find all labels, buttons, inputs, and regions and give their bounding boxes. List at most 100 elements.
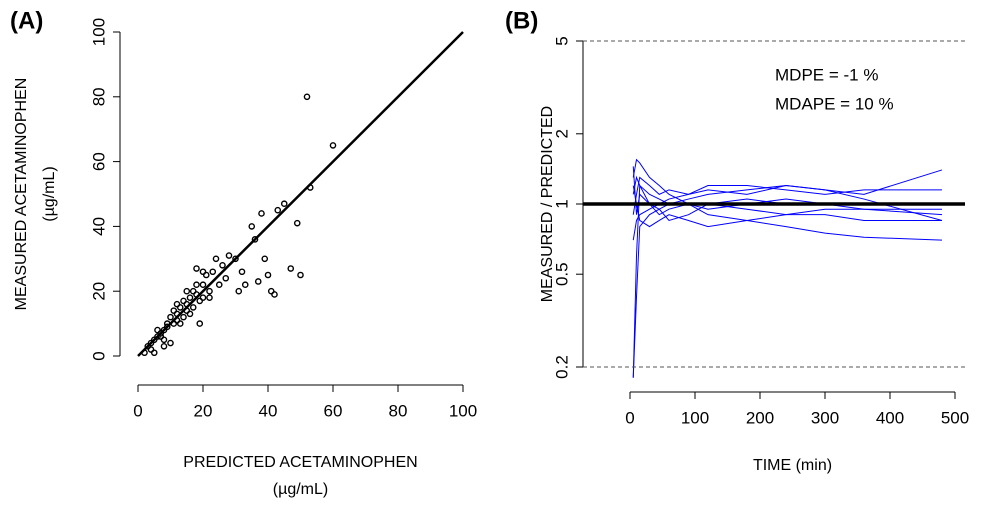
x-tick-label: 40 <box>259 401 278 420</box>
point <box>183 287 191 295</box>
point <box>154 326 161 334</box>
x-axis-title: PREDICTED ACETAMINOPHEN <box>183 454 417 471</box>
y-tick-label: 0 <box>89 351 108 360</box>
point <box>280 200 288 208</box>
x-tick-label: 20 <box>194 401 213 420</box>
point <box>144 342 152 350</box>
point <box>193 265 200 272</box>
x-axis-title: (µg/mL) <box>273 481 328 498</box>
point <box>274 206 282 214</box>
point <box>186 310 194 318</box>
point <box>150 336 158 344</box>
point <box>329 142 337 149</box>
y-tick-label: 60 <box>89 152 108 171</box>
point <box>241 281 249 289</box>
point <box>219 261 226 269</box>
point <box>267 287 275 295</box>
point <box>170 320 178 327</box>
point <box>306 184 314 191</box>
y-tick-label: 100 <box>89 18 108 46</box>
x-tick-label: 400 <box>876 408 904 427</box>
point <box>238 268 246 276</box>
point <box>206 287 213 295</box>
series-line <box>632 185 943 241</box>
point <box>189 304 197 311</box>
y-tick-label: 80 <box>89 87 108 106</box>
point <box>170 307 178 314</box>
panel-label: (A) <box>10 7 43 34</box>
x-tick-label: 0 <box>133 401 142 420</box>
point <box>235 287 243 295</box>
annotation: MDPE = -1 % <box>775 65 878 84</box>
point <box>150 349 158 357</box>
x-tick-label: 60 <box>324 401 343 420</box>
x-tick-label: 300 <box>811 408 839 427</box>
point <box>251 236 259 243</box>
y-axis-title: (µg/mL) <box>41 166 58 221</box>
point <box>193 291 200 298</box>
point <box>199 281 207 289</box>
point <box>264 271 272 279</box>
point <box>167 313 174 321</box>
point <box>225 252 233 259</box>
series-line <box>632 158 943 241</box>
point <box>293 219 301 227</box>
point <box>173 317 181 324</box>
identity-line <box>137 31 464 357</box>
point <box>160 336 168 344</box>
point <box>141 349 148 357</box>
point <box>154 333 161 340</box>
point <box>147 339 155 347</box>
y-tick-label: 1 <box>552 199 571 208</box>
point <box>180 313 187 321</box>
point <box>232 255 239 263</box>
x-tick-label: 500 <box>941 408 969 427</box>
point <box>147 346 155 353</box>
y-axis-title: MEASURED ACETAMINOPHEN <box>13 78 30 311</box>
x-tick-label: 100 <box>681 408 709 427</box>
y-tick-label: 5 <box>552 36 571 45</box>
annotation: MDAPE = 10 % <box>775 94 894 113</box>
point <box>193 281 200 289</box>
point <box>183 307 191 314</box>
point <box>248 223 256 230</box>
point <box>173 300 181 308</box>
point <box>303 93 311 101</box>
point <box>196 320 204 327</box>
point <box>258 210 265 217</box>
point <box>157 333 165 340</box>
point <box>287 265 295 272</box>
point <box>254 278 262 285</box>
point <box>167 339 174 347</box>
point <box>183 300 191 308</box>
point <box>215 281 223 289</box>
point <box>297 271 304 279</box>
point <box>189 287 197 295</box>
point <box>199 294 207 301</box>
y-tick-label: 0.2 <box>552 355 571 379</box>
point <box>163 320 171 327</box>
point <box>206 294 213 301</box>
series-line <box>632 185 942 228</box>
y-tick-label: 40 <box>89 217 108 236</box>
point <box>163 323 171 331</box>
point <box>212 255 220 263</box>
point <box>176 320 184 327</box>
point <box>261 255 269 263</box>
point <box>209 268 217 276</box>
y-tick-label: 20 <box>89 282 108 301</box>
point <box>196 297 204 305</box>
series-line <box>632 198 942 378</box>
series-line <box>632 176 942 215</box>
point <box>186 294 194 301</box>
x-tick-label: 200 <box>746 408 774 427</box>
point <box>176 304 184 311</box>
x-tick-label: 80 <box>389 401 408 420</box>
point <box>202 271 210 279</box>
point <box>271 291 278 298</box>
point <box>180 297 187 305</box>
point <box>157 330 165 337</box>
x-axis-title: TIME (min) <box>753 457 832 474</box>
point <box>160 326 168 334</box>
